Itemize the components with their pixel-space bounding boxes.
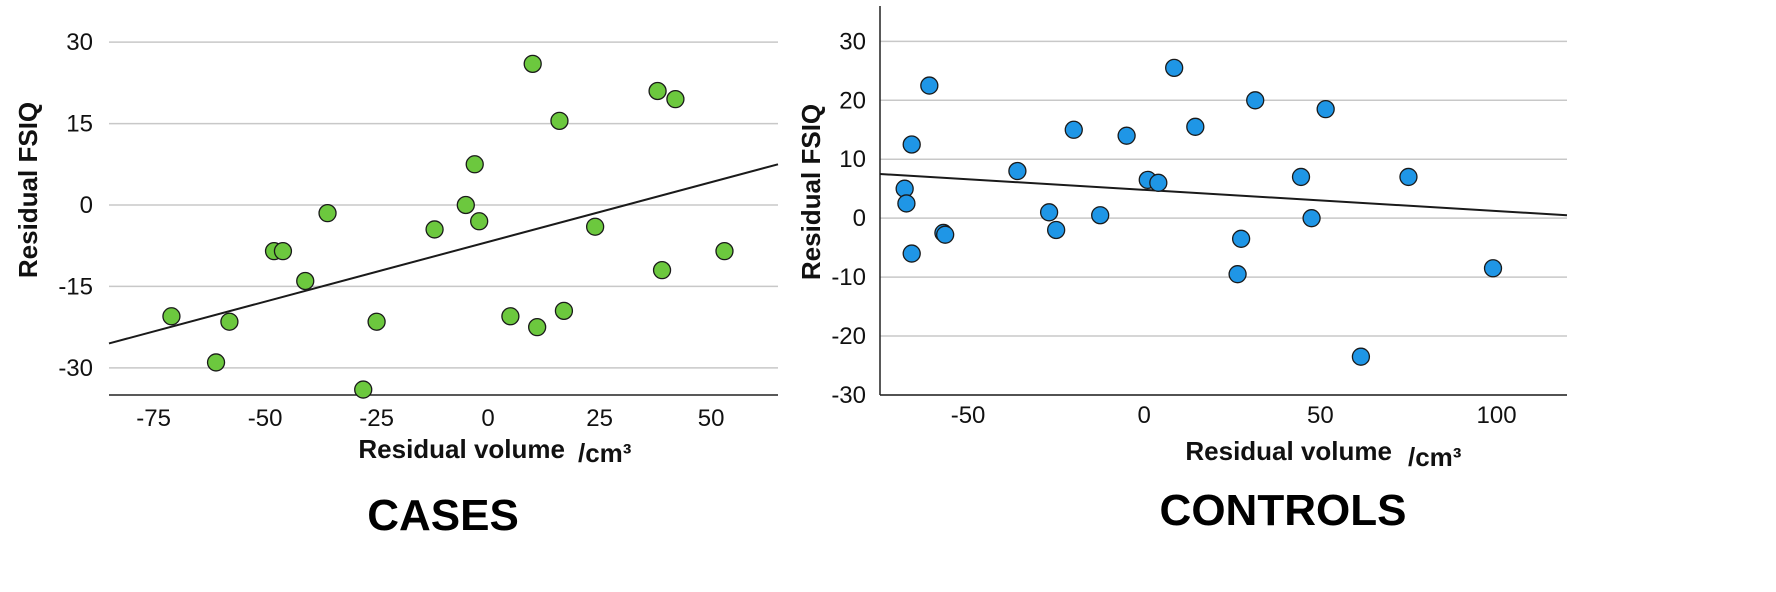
cases-data-point bbox=[652, 260, 672, 280]
cases-data-point bbox=[550, 111, 569, 131]
controls-data-point bbox=[920, 76, 939, 95]
controls-y-tick-label: 0 bbox=[853, 205, 866, 232]
controls-x-axis-title: Residual volume bbox=[1185, 436, 1392, 466]
cases-x-tick-label: 0 bbox=[481, 405, 494, 432]
controls-y-tick-label: 30 bbox=[839, 28, 866, 55]
controls-data-point bbox=[1228, 265, 1247, 284]
cases-data-point bbox=[206, 353, 226, 372]
controls-x-tick-label: 100 bbox=[1477, 402, 1517, 429]
controls-data-point bbox=[1246, 91, 1265, 110]
controls-data-point bbox=[1165, 58, 1184, 78]
cases-y-tick-label: -30 bbox=[58, 355, 93, 382]
cases-data-point bbox=[162, 307, 181, 326]
controls-panel-title: CONTROLS bbox=[1160, 486, 1407, 535]
controls-data-point bbox=[1149, 173, 1168, 192]
cases-data-point bbox=[425, 220, 444, 239]
cases-y-tick-label: 15 bbox=[66, 111, 93, 138]
cases-data-point bbox=[318, 203, 337, 223]
cases-x-tick-label: -25 bbox=[359, 405, 394, 432]
cases-data-point bbox=[273, 241, 293, 261]
cases-data-point bbox=[220, 312, 239, 331]
cases-data-point bbox=[648, 81, 667, 101]
cases-x-tick-label: -50 bbox=[248, 405, 283, 432]
cases-panel-title: CASES bbox=[367, 491, 519, 540]
controls-data-point bbox=[1117, 126, 1136, 145]
cases-data-point bbox=[528, 317, 547, 337]
cases-x-tick-label: 50 bbox=[698, 405, 725, 432]
controls-y-tick-label: -30 bbox=[831, 382, 866, 409]
controls-y-axis-title: Residual FSIQ bbox=[796, 104, 826, 280]
controls-data-point bbox=[1302, 209, 1321, 228]
controls-x-tick-label: 50 bbox=[1307, 402, 1334, 429]
cases-data-point bbox=[470, 212, 489, 231]
controls-data-point bbox=[897, 194, 916, 213]
controls-data-point bbox=[1047, 220, 1066, 240]
cases-y-axis-title: Residual FSIQ bbox=[13, 102, 43, 278]
controls-data-point bbox=[902, 244, 921, 263]
controls-y-tick-label: -20 bbox=[831, 323, 866, 350]
cases-data-point bbox=[296, 271, 315, 291]
controls-data-point bbox=[1399, 167, 1418, 187]
cases-data-point bbox=[367, 312, 386, 331]
cases-data-point bbox=[666, 89, 685, 109]
cases-data-point bbox=[715, 241, 734, 261]
controls-y-tick-label: 10 bbox=[839, 146, 866, 173]
controls-panel: -50 0 50 100 -30 -20 -10 0 10 20 30 Residual FSIQ… bbox=[796, 6, 1568, 535]
cases-data-point bbox=[585, 217, 605, 236]
controls-data-point bbox=[1039, 203, 1059, 222]
cases-data-point bbox=[465, 155, 484, 174]
cases-x-axis-unit: /cm³ bbox=[578, 438, 632, 468]
cases-data-point bbox=[501, 307, 520, 326]
controls-data-point bbox=[1316, 99, 1335, 119]
cases-data-point bbox=[554, 301, 574, 321]
controls-data-point bbox=[1291, 167, 1311, 187]
controls-y-tick-label: -10 bbox=[831, 264, 866, 291]
controls-y-tick-label: 20 bbox=[839, 87, 866, 114]
controls-data-point bbox=[936, 225, 955, 244]
controls-data-point bbox=[1186, 117, 1205, 136]
cases-y-tick-label: 0 bbox=[80, 192, 93, 219]
cases-x-axis-title: Residual volume bbox=[358, 434, 565, 464]
cases-data-point bbox=[354, 380, 373, 399]
controls-x-tick-label: -50 bbox=[951, 402, 986, 429]
controls-data-point bbox=[1064, 120, 1083, 139]
controls-x-axis-unit: /cm³ bbox=[1408, 442, 1462, 472]
controls-data-point bbox=[1008, 161, 1027, 181]
controls-data-point bbox=[1351, 347, 1371, 366]
cases-data-point bbox=[523, 54, 542, 74]
controls-data-point bbox=[1483, 259, 1503, 278]
controls-data-point bbox=[1231, 229, 1251, 248]
cases-x-tick-label: 25 bbox=[586, 405, 613, 432]
cases-data-point bbox=[456, 195, 475, 215]
cases-fit-line bbox=[108, 163, 779, 345]
cases-y-tick-label: 30 bbox=[66, 29, 93, 56]
controls-data-point bbox=[902, 135, 921, 154]
cases-panel: -75 -50 -25 0 25 50 -30 -15 0 15 30 Residual FSIQ… bbox=[13, 29, 779, 540]
controls-data-point bbox=[1091, 206, 1110, 225]
controls-fit-line bbox=[879, 172, 1568, 217]
cases-y-tick-label: -15 bbox=[58, 273, 93, 300]
controls-x-tick-label: 0 bbox=[1138, 402, 1151, 429]
cases-x-tick-label: -75 bbox=[136, 405, 171, 432]
